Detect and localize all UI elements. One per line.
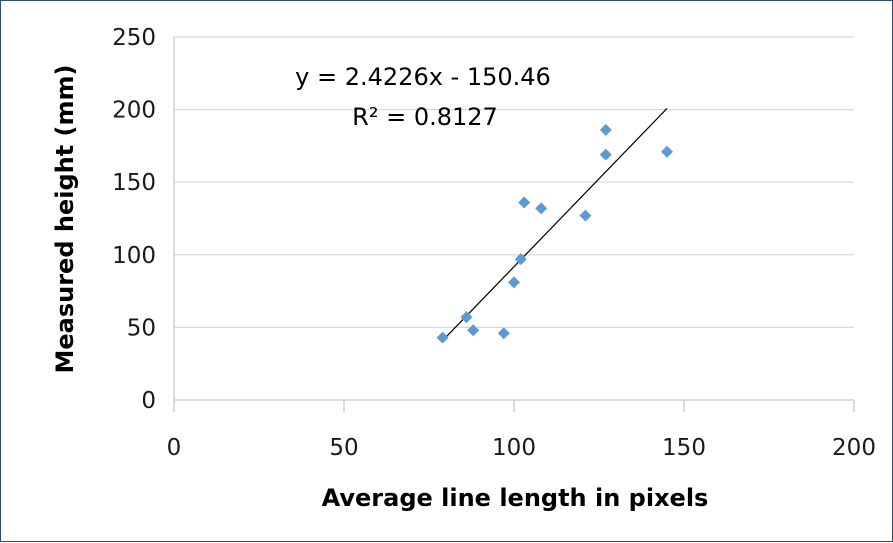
data-point-3 [467, 324, 480, 337]
data-point-1 [436, 331, 449, 344]
x-tick-label-150: 150 [662, 435, 706, 461]
y-tick-label-150: 150 [112, 170, 156, 196]
tick-labels: 0 50 100 150 200 250 0 50 100 150 200 [112, 25, 876, 461]
x-tick-label-0: 0 [167, 435, 182, 461]
trendline [442, 107, 668, 341]
data-point-10 [599, 123, 612, 136]
y-tick-label-100: 100 [112, 243, 156, 269]
data-point-5 [508, 276, 520, 289]
data-point-2 [460, 311, 473, 324]
x-tick-label-50: 50 [329, 435, 358, 461]
data-point-11 [599, 148, 612, 161]
x-axis-title: Average line length in pixels [322, 484, 709, 512]
trendline-layer [442, 107, 668, 341]
data-points [436, 123, 673, 344]
y-axis-title: Measured height (mm) [51, 64, 79, 373]
y-tick-label-200: 200 [112, 98, 156, 124]
data-point-7 [518, 196, 531, 209]
data-point-8 [535, 202, 548, 215]
x-tick-label-100: 100 [492, 435, 536, 461]
x-tick-label-200: 200 [832, 435, 876, 461]
axes [173, 37, 855, 412]
y-tick-label-250: 250 [112, 25, 156, 51]
y-tick-label-50: 50 [127, 315, 156, 341]
data-point-12 [661, 145, 673, 158]
r-squared-label: R² = 0.8127 [352, 103, 498, 131]
gridlines [174, 36, 854, 328]
data-point-6 [514, 253, 527, 266]
y-tick-label-0: 0 [141, 388, 156, 414]
data-point-4 [497, 327, 510, 340]
trendline-equation: y = 2.4226x - 150.46 [295, 63, 551, 91]
data-point-9 [579, 209, 592, 222]
